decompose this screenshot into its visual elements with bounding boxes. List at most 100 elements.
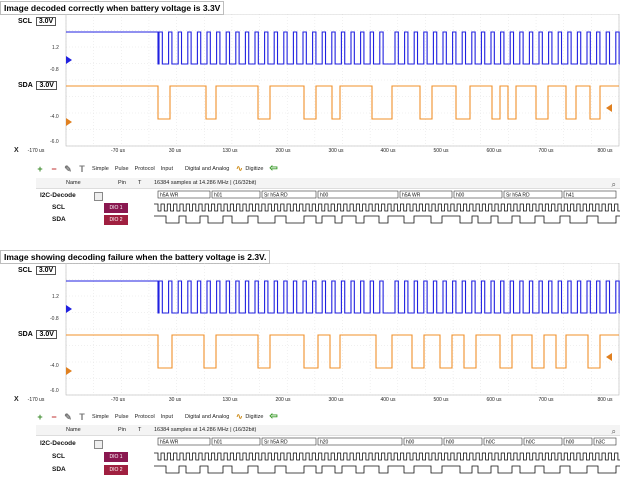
row-name: SDA	[52, 216, 66, 223]
col-pin: Pin	[118, 427, 126, 433]
col-t: T	[138, 180, 142, 186]
decode-segment	[211, 437, 261, 446]
decode-label: Sr h5A RD	[264, 193, 288, 199]
grid	[65, 263, 620, 396]
decode-segment	[453, 190, 503, 199]
decoder-settings-icon[interactable]	[94, 192, 103, 201]
scl-ground-marker	[66, 56, 72, 64]
sda-channel-label[interactable]: SDA 3.0V	[18, 81, 57, 90]
digitize-icon[interactable]: ∿	[235, 164, 243, 173]
pin-badge[interactable]: DIO 1	[104, 452, 128, 462]
y-tick: 1.2	[52, 45, 59, 51]
decode-label: Sr h5A RD	[264, 440, 288, 446]
sda-waveform	[66, 85, 619, 120]
protocol-button[interactable]: Protocol	[134, 166, 155, 172]
x-tick: 300 us	[328, 397, 344, 403]
sda-level-box[interactable]: 3.0V	[36, 330, 57, 339]
decode-label: h41	[566, 193, 575, 199]
digitize-button[interactable]: Digitize	[245, 414, 264, 420]
input-button[interactable]: Input	[160, 166, 173, 172]
logic-toolbar: + − ✎ T Simple Pulse Protocol Input Digi…	[36, 410, 277, 424]
mode-select[interactable]: Digital and Analog	[185, 414, 230, 420]
simple-button[interactable]: Simple	[92, 414, 109, 420]
row-name: SDA	[52, 466, 66, 473]
pulse-button[interactable]: Pulse	[114, 166, 129, 172]
row-name: I2C-Decode	[40, 192, 76, 199]
scl-level-box[interactable]: 3.0V	[35, 266, 57, 275]
row-i2c-decode[interactable]: I2C-Decode	[36, 438, 620, 450]
add-icon[interactable]: +	[37, 412, 43, 422]
pin-badge[interactable]: DIO 1	[104, 203, 128, 213]
trigger-icon[interactable]: T	[79, 164, 85, 174]
decode-segment	[157, 190, 211, 199]
add-icon[interactable]: +	[37, 164, 43, 174]
protocol-button[interactable]: Protocol	[134, 414, 155, 420]
scope-top: 1.2 -0.8 -4.0 -6.0 SCL 3.0V SDA 3.0V X -…	[0, 14, 624, 172]
row-scl[interactable]: SCL DIO 1	[36, 202, 620, 214]
logic-table-top: Name Pin T 16384 samples at 14.286 MHz |…	[36, 178, 620, 230]
col-pin: Pin	[118, 180, 126, 186]
logic-traces: h5A WR h01 Sr h5A RD h20 h00 h00 h0C h0C h00 h3C	[154, 437, 620, 474]
back-arrow-icon[interactable]: ⇦	[269, 163, 278, 174]
x-tick: 400 us	[380, 148, 396, 154]
scl-label: SCL	[18, 267, 32, 274]
edit-icon[interactable]: ✎	[64, 164, 72, 174]
grid	[65, 14, 620, 147]
x-tick: 800 us	[597, 148, 613, 154]
row-scl[interactable]: SCL DIO 1	[36, 451, 620, 463]
scl-channel-label[interactable]: SCL 3.0V	[18, 17, 57, 26]
zoom-icon[interactable]: ⌕	[611, 427, 616, 436]
sda-level-box[interactable]: 3.0V	[36, 81, 57, 90]
decode-label: h5A WR	[160, 193, 179, 199]
scl-level-box[interactable]: 3.0V	[35, 17, 57, 26]
y-tick: -0.8	[50, 316, 59, 322]
sda-channel-label[interactable]: SDA 3.0V	[18, 330, 57, 339]
decode-label: h01	[214, 440, 223, 446]
x-axis-icon[interactable]: X	[14, 147, 19, 154]
decoder-settings-icon[interactable]	[94, 440, 103, 449]
scl-channel-label[interactable]: SCL 3.0V	[18, 266, 57, 275]
x-tick: 800 us	[597, 397, 613, 403]
decode-segment	[211, 190, 261, 199]
back-arrow-icon[interactable]: ⇦	[269, 411, 278, 422]
samples-info: 16384 samples at 14.286 MHz | (16/32bit)	[154, 427, 257, 433]
mode-select[interactable]: Digital and Analog	[185, 166, 230, 172]
logic-table-bottom: Name Pin T 16384 samples at 14.286 MHz |…	[36, 425, 620, 480]
zoom-icon[interactable]: ⌕	[611, 180, 616, 189]
decode-label: h5A WR	[160, 440, 179, 446]
decode-segment	[399, 190, 453, 199]
x-tick: 700 us	[538, 148, 554, 154]
scope-bottom: 1.2 -0.8 -4.0 -6.0 SCL 3.0V SDA 3.0V X -…	[0, 263, 624, 408]
scl-ground-marker	[66, 305, 72, 313]
x-tick: 130 us	[222, 148, 238, 154]
pin-badge[interactable]: DIO 2	[104, 465, 128, 475]
y-tick: -6.0	[50, 388, 59, 394]
pulse-button[interactable]: Pulse	[114, 414, 129, 420]
digitize-button[interactable]: Digitize	[245, 166, 264, 172]
trigger-icon[interactable]: T	[79, 412, 85, 422]
remove-icon[interactable]: −	[51, 164, 57, 174]
row-sda[interactable]: SDA DIO 2	[36, 214, 620, 226]
y-tick: 1.2	[52, 294, 59, 300]
decode-label: h01	[214, 193, 223, 199]
x-tick: -170 us	[27, 148, 45, 154]
x-tick: 500 us	[433, 397, 449, 403]
x-tick: 700 us	[538, 397, 554, 403]
scl-waveform	[66, 31, 620, 65]
decode-segment	[593, 437, 617, 446]
sda-logic-trace	[154, 215, 620, 224]
decode-segment	[443, 437, 483, 446]
edit-icon[interactable]: ✎	[64, 412, 72, 422]
pin-badge[interactable]: DIO 2	[104, 215, 128, 225]
caption-top: Image decoded correctly when battery vol…	[0, 1, 225, 15]
x-axis-icon[interactable]: X	[14, 396, 19, 403]
row-i2c-decode[interactable]: I2C-Decode	[36, 190, 620, 202]
remove-icon[interactable]: −	[51, 412, 57, 422]
simple-button[interactable]: Simple	[92, 166, 109, 172]
input-button[interactable]: Input	[160, 414, 173, 420]
scl-waveform	[66, 280, 620, 314]
time-axis: X -170 us -70 us 30 us 130 us 200 us 300…	[0, 145, 624, 157]
digitize-icon[interactable]: ∿	[235, 412, 243, 421]
x-tick: -70 us	[111, 397, 125, 403]
row-sda[interactable]: SDA DIO 2	[36, 464, 620, 476]
